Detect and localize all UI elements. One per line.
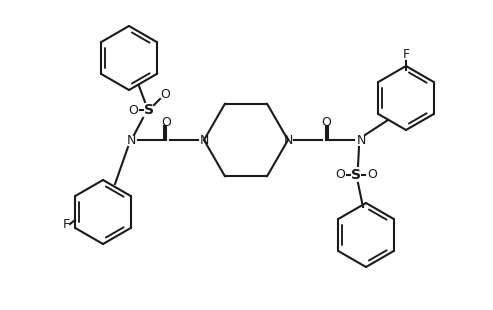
Text: N: N [199,134,209,147]
Text: F: F [402,47,410,60]
Text: O: O [335,169,345,181]
Text: F: F [63,218,70,231]
Text: N: N [283,134,293,147]
Text: S: S [144,103,154,117]
Text: O: O [128,104,138,117]
Text: O: O [161,116,171,129]
Text: N: N [126,134,136,147]
Text: O: O [367,169,377,181]
Text: O: O [160,87,170,100]
Text: S: S [351,168,361,182]
Text: O: O [321,116,331,129]
Text: N: N [356,134,366,147]
